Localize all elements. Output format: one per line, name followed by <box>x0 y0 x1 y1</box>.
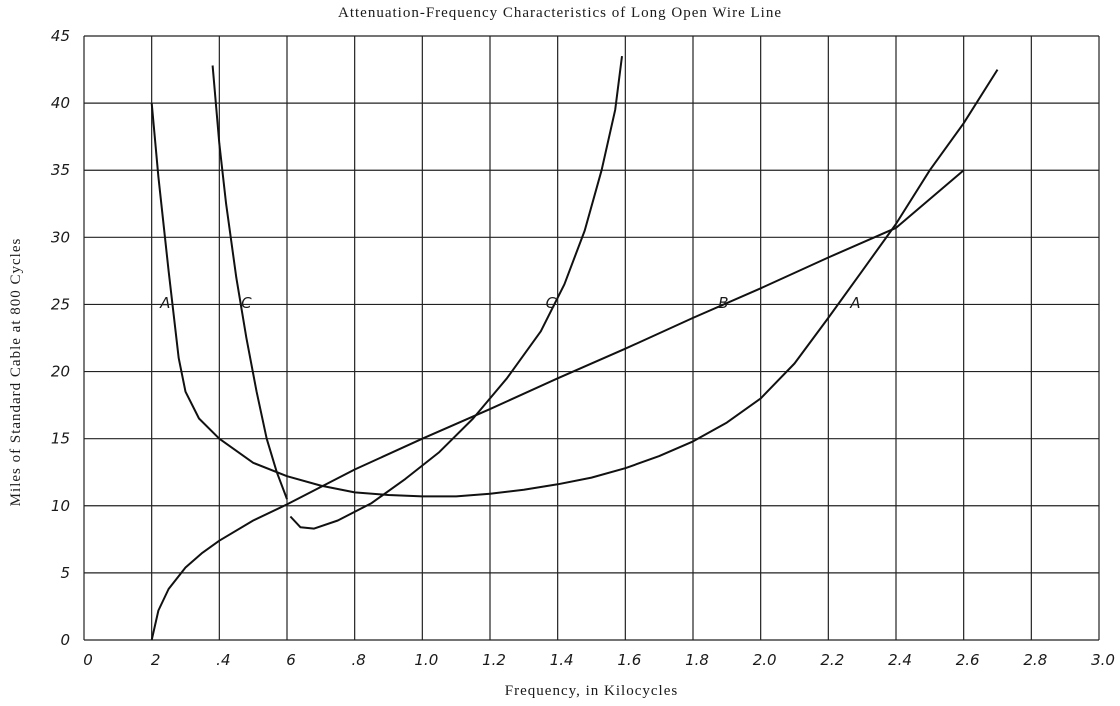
series-lines <box>150 55 999 641</box>
curve-label-1: A <box>849 294 860 312</box>
x-tick-label-13: 2.6 <box>956 651 980 669</box>
x-tick-label-6: 1.2 <box>482 651 506 669</box>
y-tick-label-4: 20 <box>51 363 70 381</box>
x-tick-label-14: 2.8 <box>1023 651 1047 669</box>
x-tick-label-1: 2 <box>151 651 161 669</box>
x-tick-label-9: 1.8 <box>685 651 709 669</box>
curve-label-3: C <box>546 294 557 312</box>
series-line-4 <box>150 169 965 641</box>
x-tick-label-5: 1.0 <box>414 651 438 669</box>
x-tick-label-15: 3.0 <box>1091 651 1115 669</box>
y-tick-label-1: 5 <box>60 564 70 582</box>
series-line-3 <box>289 55 623 530</box>
y-tick-label-5: 25 <box>51 295 70 313</box>
y-ticks: 0 5 10 15 20 25 30 35 40 45 <box>51 27 70 649</box>
y-tick-label-0: 0 <box>60 631 70 649</box>
y-tick-label-9: 45 <box>51 27 70 45</box>
x-tick-label-11: 2.2 <box>820 651 844 669</box>
curve-label-4: B <box>718 294 728 312</box>
x-tick-label-12: 2.4 <box>888 651 912 669</box>
x-tick-label-4: .8 <box>352 651 366 669</box>
chart-title: Attenuation-Frequency Characteristics of… <box>338 5 782 21</box>
series-line-0 <box>150 69 999 498</box>
curve-labels: A AC C B <box>159 294 860 312</box>
y-tick-label-2: 10 <box>51 497 70 515</box>
x-tick-label-7: 1.4 <box>550 651 574 669</box>
curve-label-0: A <box>159 294 170 312</box>
x-tick-label-3: 6 <box>286 651 296 669</box>
y-tick-label-8: 40 <box>51 94 70 112</box>
y-tick-label-6: 30 <box>51 228 70 246</box>
x-ticks: 0 2.4 6.8 1.0 1.2 1.4 1.6 1.8 2.0 2.2 2.4 2.6 2.8 3.0 <box>83 651 1115 669</box>
grid <box>83 35 1100 641</box>
x-tick-label-2: .4 <box>216 651 230 669</box>
y-tick-label-3: 15 <box>51 430 70 448</box>
curve-label-2: C <box>241 294 252 312</box>
x-axis-label: Frequency, in Kilocycles <box>504 683 679 699</box>
x-tick-label-8: 1.6 <box>617 651 641 669</box>
series-line-2 <box>211 65 288 500</box>
x-tick-label-0: 0 <box>83 651 93 669</box>
y-tick-label-7: 35 <box>51 161 70 179</box>
x-tick-label-10: 2.0 <box>753 651 777 669</box>
